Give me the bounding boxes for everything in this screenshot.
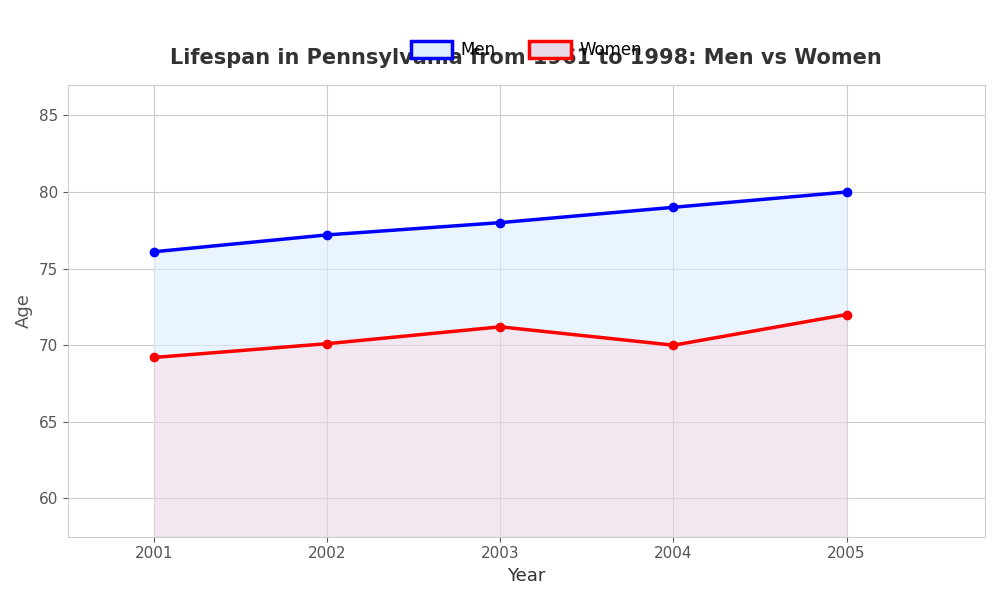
Legend: Men, Women: Men, Women bbox=[404, 34, 649, 66]
X-axis label: Year: Year bbox=[507, 567, 546, 585]
Y-axis label: Age: Age bbox=[15, 293, 33, 328]
Title: Lifespan in Pennsylvania from 1961 to 1998: Men vs Women: Lifespan in Pennsylvania from 1961 to 19… bbox=[170, 48, 882, 68]
